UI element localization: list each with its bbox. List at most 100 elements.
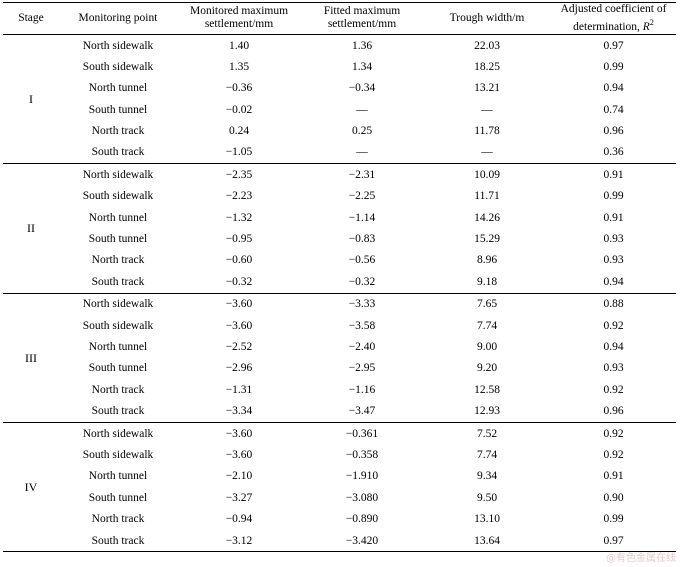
table-row: North tunnel −2.10 −1.910 9.34 0.91 bbox=[3, 466, 676, 487]
table-row: IV North sidewalk −3.60 −0.361 7.52 0.92 bbox=[3, 422, 676, 494]
monitored-settlement-cell: −3.60 bbox=[225, 319, 253, 332]
table-row: II North sidewalk −2.35 −2.31 10.09 0.91 bbox=[3, 164, 676, 235]
fitted-settlement-cell: −3.420 bbox=[345, 534, 379, 547]
table-header: Stage Monitoring point Monitored maximum… bbox=[3, 2, 676, 35]
table-row: South sidewalk −3.60 −0.358 7.74 0.92 bbox=[3, 444, 676, 465]
fitted-settlement-cell: −3.33 bbox=[348, 298, 376, 311]
trough-width-cell: 7.74 bbox=[476, 319, 498, 332]
monitored-settlement-cell: 0.24 bbox=[228, 125, 250, 138]
table-row: North track 0.24 0.25 11.78 0.96 bbox=[3, 120, 676, 141]
monitoring-point-cell: North tunnel bbox=[88, 470, 148, 483]
table-row: South track −3.34 −3.47 12.93 0.96 bbox=[3, 400, 676, 422]
stage-cell: II bbox=[27, 221, 35, 236]
table-row: I North sidewalk 1.40 1.36 22.03 0.97 bbox=[3, 34, 676, 106]
trough-width-cell: 11.78 bbox=[474, 125, 500, 138]
trough-width-cell: 9.20 bbox=[476, 362, 498, 375]
r2-cell: 0.93 bbox=[603, 254, 624, 267]
r2-cell: 0.99 bbox=[603, 60, 624, 73]
monitoring-point-cell: South track bbox=[91, 146, 145, 159]
header-monitored-settlement: Monitored maximum settlement/mm bbox=[177, 3, 301, 35]
table-row: South tunnel −0.95 −0.83 15.29 0.93 bbox=[3, 228, 676, 249]
monitored-settlement-cell: −0.94 bbox=[225, 513, 253, 526]
trough-width-cell: 15.29 bbox=[474, 233, 500, 246]
stage-group: I North sidewalk 1.40 1.36 22.03 0.97 South si… bbox=[3, 34, 676, 164]
trough-width-cell: 14.26 bbox=[474, 211, 500, 224]
r2-cell: 0.99 bbox=[603, 513, 624, 526]
stage-group: III North sidewalk −3.60 −3.33 7.65 0.88 South… bbox=[3, 293, 676, 423]
header-r2-symbol: R bbox=[642, 20, 650, 33]
monitoring-point-cell: North tunnel bbox=[88, 82, 148, 95]
trough-width-cell: 18.25 bbox=[474, 60, 500, 73]
trough-width-cell: 10.09 bbox=[474, 168, 500, 181]
fitted-settlement-cell: −3.080 bbox=[345, 491, 379, 504]
monitoring-point-cell: North tunnel bbox=[88, 340, 148, 353]
stage-cell: III bbox=[25, 350, 37, 365]
r2-cell: 0.92 bbox=[603, 448, 624, 461]
trough-width-cell: 12.93 bbox=[474, 405, 500, 418]
fitted-settlement-cell: −2.40 bbox=[348, 340, 376, 353]
header-row: Stage Monitoring point Monitored maximum… bbox=[3, 2, 676, 35]
r2-cell: 0.90 bbox=[603, 491, 624, 504]
fitted-settlement-cell: −2.25 bbox=[348, 190, 376, 203]
trough-width-cell: 9.34 bbox=[476, 470, 498, 483]
monitoring-point-cell: North track bbox=[91, 125, 145, 138]
monitored-settlement-cell: −3.60 bbox=[225, 448, 253, 461]
fitted-settlement-cell: — bbox=[356, 146, 368, 159]
fitted-settlement-cell: −2.31 bbox=[348, 168, 376, 181]
settlement-table: Stage Monitoring point Monitored maximum… bbox=[3, 2, 676, 552]
r2-cell: 0.91 bbox=[603, 168, 624, 181]
r2-cell: 0.94 bbox=[603, 82, 624, 95]
monitored-settlement-cell: 1.40 bbox=[228, 39, 250, 52]
trough-width-cell: 13.64 bbox=[474, 534, 500, 547]
r2-cell: 0.97 bbox=[603, 39, 624, 52]
monitored-settlement-cell: −3.27 bbox=[225, 491, 253, 504]
monitored-settlement-cell: −0.60 bbox=[225, 254, 253, 267]
fitted-settlement-cell: −2.95 bbox=[348, 362, 376, 375]
monitoring-point-cell: South tunnel bbox=[88, 233, 148, 246]
fitted-settlement-cell: −0.361 bbox=[345, 427, 379, 440]
monitoring-point-cell: North sidewalk bbox=[82, 39, 154, 52]
fitted-settlement-cell: −0.56 bbox=[348, 254, 376, 267]
stage-group: IV North sidewalk −3.60 −0.361 7.52 0.92 South… bbox=[3, 422, 676, 552]
monitored-settlement-cell: −3.12 bbox=[225, 534, 253, 547]
fitted-settlement-cell: 1.36 bbox=[351, 39, 373, 52]
r2-cell: 0.92 bbox=[603, 427, 624, 440]
monitored-settlement-cell: −3.60 bbox=[225, 298, 253, 311]
monitoring-point-cell: South track bbox=[91, 275, 145, 288]
fitted-settlement-cell: — bbox=[356, 103, 368, 116]
r2-cell: 0.92 bbox=[603, 383, 624, 396]
monitoring-point-cell: South sidewalk bbox=[82, 190, 154, 203]
monitoring-point-cell: North tunnel bbox=[88, 211, 148, 224]
trough-width-cell: 22.03 bbox=[474, 39, 500, 52]
trough-width-cell: 7.52 bbox=[476, 427, 498, 440]
r2-cell: 0.91 bbox=[603, 470, 624, 483]
trough-width-cell: — bbox=[481, 103, 493, 116]
fitted-settlement-cell: −3.47 bbox=[348, 405, 376, 418]
fitted-settlement-cell: −1.910 bbox=[345, 470, 379, 483]
monitored-settlement-cell: −0.32 bbox=[225, 275, 253, 288]
r2-cell: 0.88 bbox=[603, 298, 624, 311]
monitoring-point-cell: North track bbox=[91, 513, 145, 526]
table-row: North track −1.31 −1.16 12.58 0.92 bbox=[3, 379, 676, 400]
trough-width-cell: 13.21 bbox=[474, 82, 500, 95]
monitored-settlement-cell: −2.52 bbox=[225, 340, 253, 353]
trough-width-cell: 9.50 bbox=[476, 491, 498, 504]
r2-cell: 0.92 bbox=[603, 319, 624, 332]
table-row: South tunnel −2.96 −2.95 9.20 0.93 bbox=[3, 358, 676, 379]
header-r2-line1: Adjusted coefficient of bbox=[560, 3, 667, 15]
fitted-settlement-cell: −0.34 bbox=[348, 82, 376, 95]
monitoring-point-cell: North track bbox=[91, 254, 145, 267]
table-row: North track −0.94 −0.890 13.10 0.99 bbox=[3, 508, 676, 529]
trough-width-cell: 7.65 bbox=[476, 298, 498, 311]
monitoring-point-cell: North sidewalk bbox=[82, 427, 154, 440]
trough-width-cell: — bbox=[481, 146, 493, 159]
fitted-settlement-cell: −1.16 bbox=[348, 383, 376, 396]
monitored-settlement-cell: 1.35 bbox=[228, 60, 250, 73]
table-row: North tunnel −2.52 −2.40 9.00 0.94 bbox=[3, 336, 676, 357]
watermark: @有色金属在线 bbox=[606, 553, 676, 564]
monitoring-point-cell: North sidewalk bbox=[82, 168, 154, 181]
table-row: South track −3.12 −3.420 13.64 0.97 bbox=[3, 530, 676, 552]
r2-cell: 0.94 bbox=[603, 275, 624, 288]
monitored-settlement-cell: −1.31 bbox=[225, 383, 253, 396]
monitored-settlement-cell: −2.10 bbox=[225, 470, 253, 483]
